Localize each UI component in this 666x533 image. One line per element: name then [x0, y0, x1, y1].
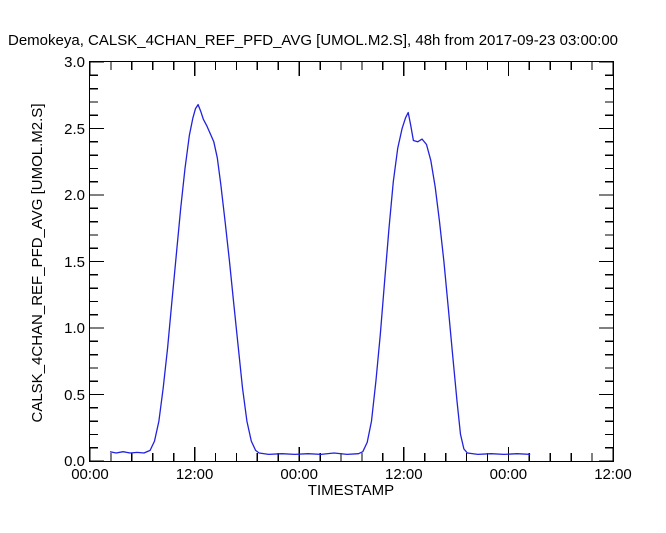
data-series-line: [109, 103, 531, 456]
y-tick-label: 1.5: [64, 253, 85, 271]
x-tick-label: 00:00: [280, 466, 318, 483]
y-tick-label: 1.0: [64, 320, 85, 337]
y-tick-label: 0.0: [64, 453, 85, 470]
y-tick-label: 2.5: [64, 120, 85, 138]
x-tick-label: 00:00: [71, 466, 109, 483]
x-tick-label: 12:00: [594, 466, 632, 483]
plot-svg: [90, 62, 613, 461]
x-tick-label: 12:00: [385, 466, 423, 483]
plot-frame: [89, 61, 614, 462]
chart-title: Demokeya, CALSK_4CHAN_REF_PFD_AVG [UMOL.…: [8, 32, 618, 49]
x-axis-label: TIMESTAMP: [307, 482, 395, 499]
y-tick-label: 2.0: [64, 187, 85, 204]
y-tick-label: 0.5: [64, 386, 85, 404]
y-tick-label: 3.0: [64, 54, 85, 71]
x-tick-label: 00:00: [489, 466, 528, 483]
x-tick-label: 12:00: [175, 466, 214, 483]
